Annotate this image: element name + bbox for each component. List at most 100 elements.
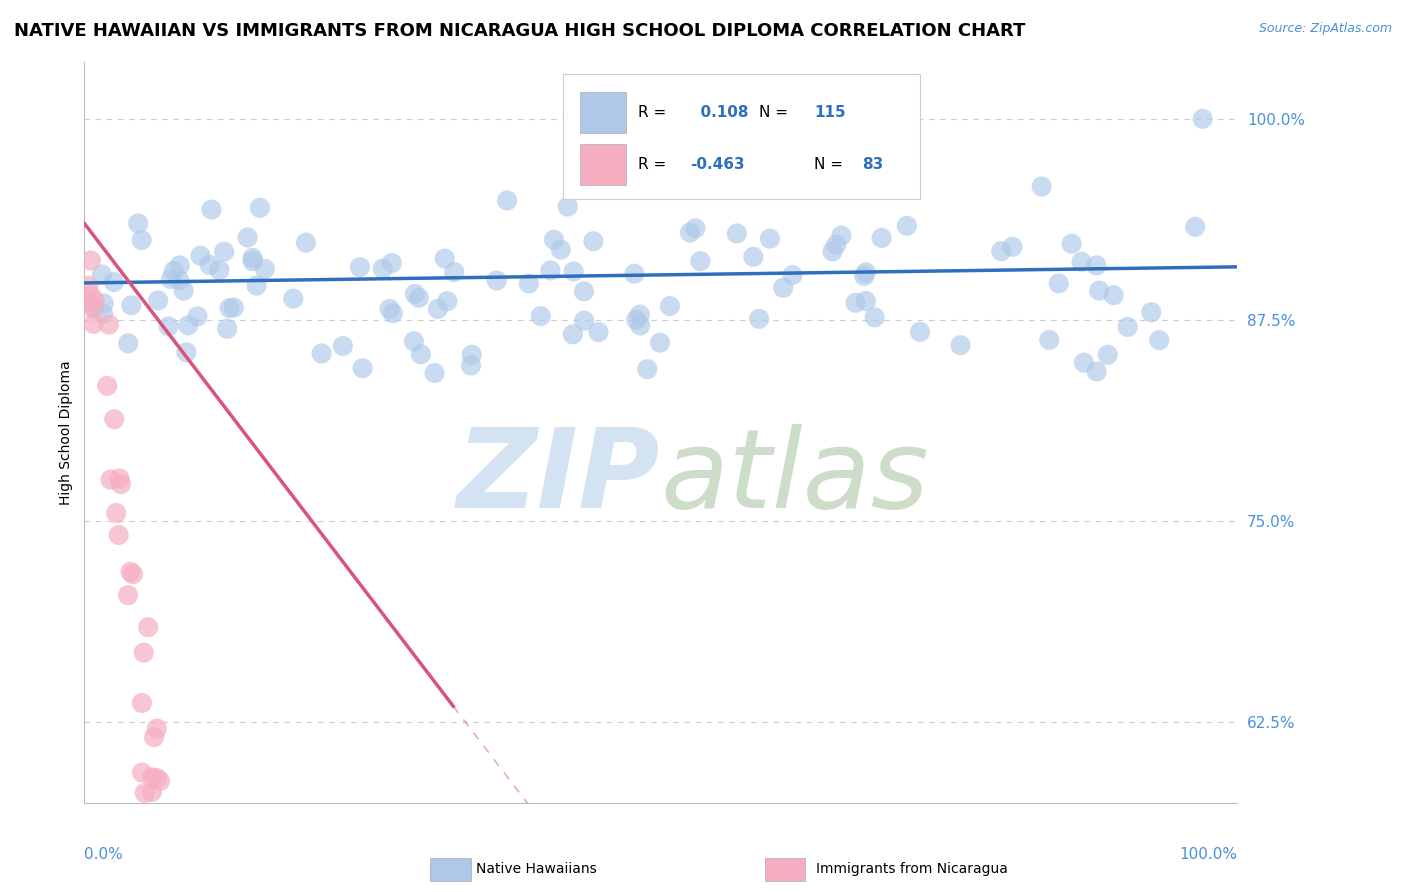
Point bbox=[169, 273, 191, 287]
Y-axis label: High School Diploma: High School Diploma bbox=[59, 360, 73, 505]
Point bbox=[107, 528, 129, 542]
Point bbox=[870, 231, 893, 245]
Point bbox=[208, 263, 231, 277]
Bar bbox=[581, 144, 626, 185]
Point bbox=[77, 278, 100, 293]
Point bbox=[517, 277, 540, 291]
Point bbox=[460, 348, 482, 362]
Point bbox=[157, 319, 180, 334]
Point bbox=[402, 334, 425, 349]
Point bbox=[120, 298, 142, 312]
Text: N =: N = bbox=[759, 105, 793, 120]
Point bbox=[572, 314, 595, 328]
Point bbox=[1116, 320, 1139, 334]
Point bbox=[149, 774, 172, 789]
Point bbox=[153, 820, 176, 834]
Point bbox=[396, 820, 419, 834]
Text: 0.0%: 0.0% bbox=[84, 847, 124, 863]
Point bbox=[108, 471, 131, 485]
Point bbox=[371, 261, 394, 276]
Point bbox=[485, 273, 508, 287]
Point bbox=[162, 820, 184, 834]
Point bbox=[141, 771, 163, 785]
Point bbox=[200, 202, 222, 217]
Point bbox=[79, 288, 101, 302]
Point bbox=[508, 820, 530, 834]
Point bbox=[187, 820, 209, 834]
Point bbox=[561, 327, 583, 342]
Point bbox=[689, 254, 711, 268]
Text: 100.0%: 100.0% bbox=[1180, 847, 1237, 863]
Point bbox=[242, 254, 264, 268]
Point bbox=[742, 250, 765, 264]
Point bbox=[93, 296, 115, 310]
Point bbox=[821, 244, 844, 259]
Point bbox=[264, 820, 287, 834]
Point bbox=[830, 228, 852, 243]
Text: Source: ZipAtlas.com: Source: ZipAtlas.com bbox=[1258, 22, 1392, 36]
Bar bbox=[765, 858, 806, 880]
Point bbox=[543, 233, 565, 247]
Point bbox=[217, 322, 239, 336]
Point bbox=[1001, 240, 1024, 254]
Point bbox=[384, 820, 406, 834]
Point bbox=[136, 620, 159, 634]
Point bbox=[496, 194, 519, 208]
Point bbox=[949, 338, 972, 352]
Point bbox=[163, 264, 186, 278]
Point bbox=[367, 820, 389, 834]
Point bbox=[117, 588, 139, 602]
Point bbox=[582, 234, 605, 248]
Point bbox=[409, 347, 432, 361]
Point bbox=[1140, 305, 1163, 319]
Point bbox=[381, 256, 404, 270]
Point bbox=[283, 292, 305, 306]
Point bbox=[91, 307, 114, 321]
Point bbox=[117, 336, 139, 351]
Point bbox=[863, 310, 886, 325]
Point bbox=[180, 820, 202, 834]
Point bbox=[145, 808, 167, 822]
Point bbox=[274, 820, 297, 834]
Text: NATIVE HAWAIIAN VS IMMIGRANTS FROM NICARAGUA HIGH SCHOOL DIPLOMA CORRELATION CHA: NATIVE HAWAIIAN VS IMMIGRANTS FROM NICAR… bbox=[14, 22, 1025, 40]
Point bbox=[148, 293, 170, 308]
Point bbox=[269, 820, 291, 834]
Point bbox=[426, 301, 449, 316]
Point bbox=[135, 809, 157, 823]
Point bbox=[152, 820, 174, 834]
Point bbox=[1088, 284, 1111, 298]
Point bbox=[628, 308, 651, 322]
Point bbox=[844, 295, 866, 310]
Point bbox=[588, 325, 610, 339]
Point bbox=[242, 251, 264, 265]
Point bbox=[186, 310, 208, 324]
Point bbox=[1073, 356, 1095, 370]
Point bbox=[562, 264, 585, 278]
Point bbox=[177, 318, 200, 333]
Text: R =: R = bbox=[638, 105, 671, 120]
Point bbox=[143, 730, 166, 744]
Point bbox=[217, 820, 239, 834]
Point bbox=[1047, 277, 1070, 291]
Point bbox=[269, 820, 291, 834]
Point bbox=[157, 820, 180, 834]
Point bbox=[103, 275, 125, 289]
Point bbox=[378, 301, 401, 316]
Point bbox=[288, 820, 311, 834]
Point bbox=[304, 820, 326, 834]
Point bbox=[853, 268, 876, 283]
Point bbox=[232, 820, 254, 834]
Bar bbox=[581, 92, 626, 133]
Point bbox=[153, 820, 176, 834]
Point bbox=[328, 820, 350, 834]
Point bbox=[1097, 348, 1119, 362]
Point bbox=[233, 820, 256, 834]
Point bbox=[364, 820, 387, 834]
Point bbox=[134, 786, 156, 800]
Point bbox=[238, 820, 260, 834]
Text: N =: N = bbox=[814, 157, 848, 172]
Point bbox=[176, 345, 198, 359]
Point bbox=[263, 820, 285, 834]
Point bbox=[167, 820, 190, 834]
Point bbox=[160, 820, 183, 834]
